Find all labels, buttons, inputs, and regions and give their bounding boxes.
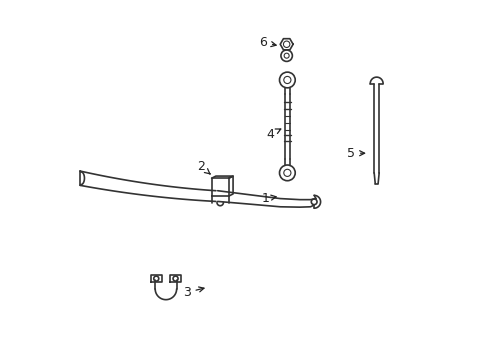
Text: 4: 4 (266, 128, 280, 141)
Text: 6: 6 (259, 36, 276, 49)
Text: 1: 1 (261, 192, 276, 205)
Text: 3: 3 (183, 286, 203, 299)
Text: 5: 5 (346, 147, 364, 160)
Text: 2: 2 (197, 160, 210, 174)
